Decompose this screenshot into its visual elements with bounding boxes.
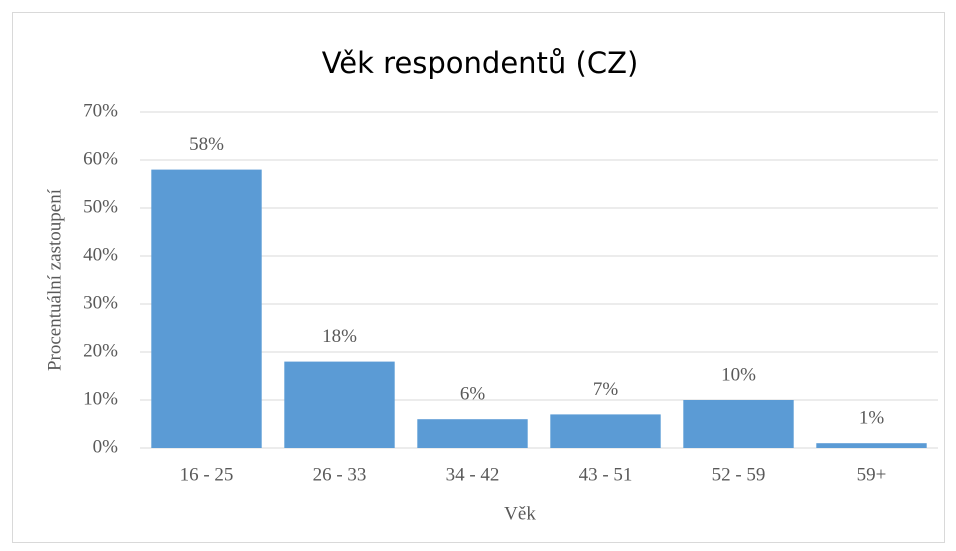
x-tick-label: 43 - 51 [579, 464, 633, 485]
bar [816, 443, 927, 448]
x-tick-label: 16 - 25 [180, 464, 234, 485]
x-tick-label: 59+ [857, 464, 887, 485]
data-label: 18% [322, 326, 357, 347]
data-label: 1% [859, 408, 885, 429]
y-tick-label: 20% [83, 340, 118, 361]
y-tick-label: 0% [93, 436, 119, 457]
data-label: 58% [189, 134, 224, 155]
y-tick-label: 60% [83, 148, 118, 169]
x-tick-label: 26 - 33 [313, 464, 367, 485]
bar [417, 419, 528, 448]
y-tick-label: 70% [83, 100, 118, 121]
bar [683, 400, 794, 448]
x-tick-label: 34 - 42 [446, 464, 500, 485]
data-label: 10% [721, 364, 756, 385]
bar [284, 361, 395, 448]
bar [151, 169, 262, 448]
chart-title: Věk respondentů (CZ) [322, 46, 639, 80]
bar [550, 414, 661, 448]
x-axis-title: Věk [504, 503, 536, 524]
y-tick-label: 50% [83, 196, 118, 217]
y-tick-label: 10% [83, 388, 118, 409]
data-label: 7% [593, 379, 619, 400]
y-tick-label: 30% [83, 292, 118, 313]
y-axis-title: Procentuální zastoupení [44, 188, 65, 371]
x-tick-label: 52 - 59 [712, 464, 766, 485]
data-label: 6% [460, 384, 486, 405]
y-tick-label: 40% [83, 244, 118, 265]
